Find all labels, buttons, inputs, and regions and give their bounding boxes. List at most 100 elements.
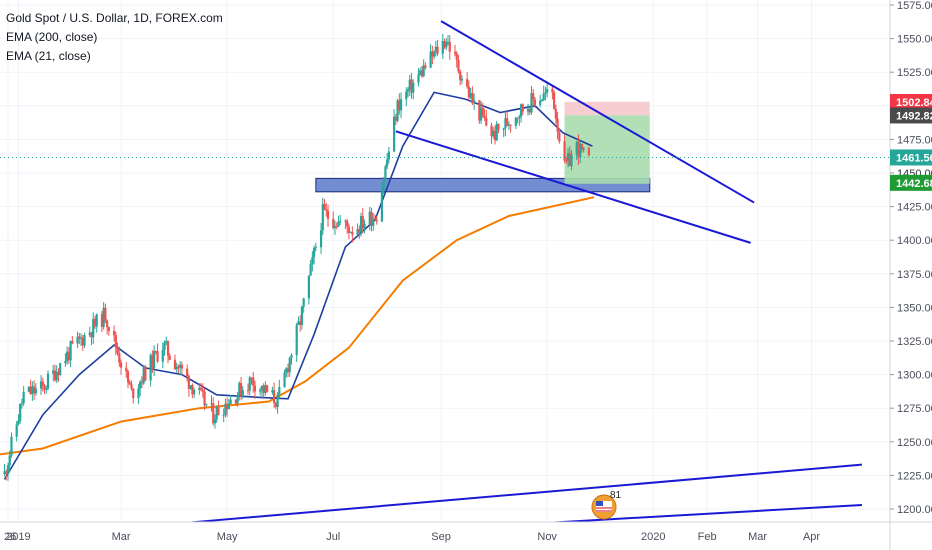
candle-body: [387, 151, 390, 160]
candle-body: [238, 383, 241, 396]
candle-body: [577, 141, 580, 158]
candle-body: [64, 361, 67, 364]
candle-body: [45, 388, 48, 390]
candle-body: [212, 403, 215, 424]
candle-body: [370, 211, 373, 226]
candle-body: [587, 148, 590, 156]
candle-body: [325, 209, 328, 211]
support-line-1: [190, 463, 863, 524]
candle-body: [20, 403, 24, 405]
candle-body: [126, 371, 130, 383]
candle-body: [180, 364, 184, 369]
candle-body: [380, 190, 384, 222]
candle-body: [252, 377, 255, 386]
candle-body: [412, 82, 415, 93]
candle-body: [285, 368, 288, 373]
candle-body: [107, 327, 110, 331]
candle-body: [271, 390, 274, 393]
y-tick-label: 1350.00: [897, 302, 932, 314]
x-tick-label: Jul: [326, 531, 340, 543]
candle-body: [453, 51, 457, 54]
candle-body: [568, 153, 571, 167]
candle-body: [521, 104, 524, 112]
candle-body: [165, 341, 168, 343]
y-tick-label: 1375.00: [897, 269, 932, 281]
x-tick-label: Apr: [803, 531, 820, 543]
candle-body: [260, 385, 264, 390]
candle-body: [161, 349, 164, 362]
candle-body: [71, 341, 74, 344]
flag-badge-icon[interactable]: 81: [591, 490, 622, 520]
candle-body: [349, 231, 352, 233]
trendlines: [0, 20, 890, 524]
support-line-2: [554, 503, 863, 524]
candle-body: [363, 224, 366, 229]
candle-body: [246, 390, 250, 392]
candle-body: [112, 330, 116, 335]
candle-body: [459, 71, 462, 81]
candle-body: [358, 229, 361, 233]
candle-body: [375, 219, 378, 222]
candle-body: [17, 420, 20, 425]
x-tick-label: Feb: [698, 531, 717, 543]
candle-body: [234, 399, 237, 404]
y-tick-label: 1325.00: [897, 336, 932, 348]
candle-body: [393, 116, 396, 152]
candle-body: [116, 347, 119, 354]
x-tick-label: 2019: [6, 531, 30, 543]
y-tick-label: 1300.00: [897, 370, 932, 382]
candle-body: [76, 336, 79, 344]
candle-body: [125, 367, 128, 372]
candle-body: [551, 88, 554, 93]
candle-body: [213, 419, 217, 424]
candle-body: [570, 154, 573, 167]
candle-body: [92, 319, 95, 338]
candle-body: [514, 117, 517, 126]
candle-body: [382, 180, 385, 191]
candle-body: [337, 221, 340, 227]
candle-body: [307, 275, 310, 299]
candle-body: [448, 41, 451, 52]
candle-body: [481, 107, 484, 116]
candle-body: [406, 89, 410, 92]
candle-body: [443, 40, 446, 48]
candle-body: [100, 314, 104, 327]
candle-body: [192, 389, 196, 395]
y-tick-label: 1575.00: [897, 0, 932, 12]
candle-body: [142, 366, 145, 384]
candle-body: [544, 92, 547, 94]
candle-body: [241, 390, 244, 397]
candle-body: [542, 93, 545, 101]
y-tick-label: 1550.00: [897, 34, 932, 46]
candle-body: [236, 395, 239, 404]
candles: [3, 33, 590, 481]
candle-body: [203, 391, 206, 406]
y-tick-label: 1250.00: [897, 437, 932, 449]
candle-body: [32, 386, 36, 394]
candle-body: [163, 342, 166, 350]
candle-body: [478, 100, 481, 121]
candle-body: [66, 351, 69, 362]
price-tag-bg: [890, 149, 932, 166]
candle-body: [434, 46, 437, 52]
candle-body: [483, 115, 486, 118]
candle-body: [104, 307, 107, 321]
candle-body: [485, 117, 488, 126]
candle-body: [144, 366, 147, 381]
candle-body: [210, 403, 213, 405]
candle-body: [19, 403, 22, 421]
candle-body: [323, 204, 326, 210]
candle-body: [506, 118, 509, 126]
candle-body: [295, 324, 298, 355]
x-tick-label: Mar: [112, 531, 131, 543]
candle-body: [540, 100, 544, 102]
candle-body: [156, 351, 159, 362]
candle-body: [558, 132, 561, 142]
candle-body: [507, 124, 510, 126]
candle-body: [492, 130, 495, 137]
candle-body: [67, 351, 70, 361]
candle-body: [22, 391, 25, 404]
candle-body: [526, 108, 530, 112]
